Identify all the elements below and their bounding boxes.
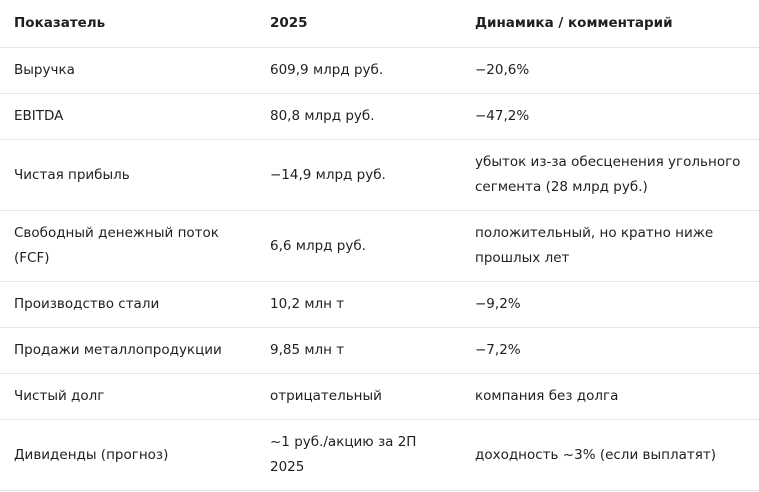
table-cell: отрицательный xyxy=(270,373,475,420)
table-cell: −7,2% xyxy=(475,327,759,374)
table-cell: 10,2 млн т xyxy=(270,281,475,328)
header-cell: Показатель xyxy=(0,0,270,48)
table-cell: Выручка xyxy=(0,47,270,94)
table-cell: компания без долга xyxy=(475,373,759,420)
table-header: Показатель 2025 Динамика / комментарий xyxy=(0,0,759,48)
table-cell: −14,9 млрд руб. xyxy=(270,139,475,211)
table-cell: 6,6 млрд руб. xyxy=(270,210,475,282)
table-cell: Дивиденды (прогноз) xyxy=(0,419,270,491)
table-cell: 609,9 млрд руб. xyxy=(270,47,475,94)
table-row: Продажи металлопродукции 9,85 млн т −7,2% xyxy=(0,327,759,374)
table-cell: Чистая прибыль xyxy=(0,139,270,211)
table-cell: Свободный денежный поток (FCF) xyxy=(0,210,270,282)
table-row: Дивиденды (прогноз) ~1 руб./акцию за 2П 2… xyxy=(0,419,759,491)
table-cell: EBITDA xyxy=(0,93,270,140)
table-row: Выручка 609,9 млрд руб. −20,6% xyxy=(0,47,759,94)
table-row: EBITDA 80,8 млрд руб. −47,2% xyxy=(0,93,759,140)
table-row: Чистый долг отрицательный компания без дол… xyxy=(0,373,759,420)
header-cell: 2025 xyxy=(270,0,475,48)
table-cell: −20,6% xyxy=(475,47,759,94)
table-row: Свободный денежный поток (FCF) 6,6 млрд р… xyxy=(0,210,759,282)
table-cell: 80,8 млрд руб. xyxy=(270,93,475,140)
table-body: Выручка 609,9 млрд руб. −20,6% EBITDA 80,8 м… xyxy=(0,47,759,491)
table-cell: ~1 руб./акцию за 2П 2025 xyxy=(270,419,475,491)
table-cell: убыток из-за обесценения угольного сегме… xyxy=(475,139,759,211)
header-row: Показатель 2025 Динамика / комментарий xyxy=(0,0,759,48)
header-cell: Динамика / комментарий xyxy=(475,0,759,48)
table-cell: положительный, но кратно ниже прошлых ле… xyxy=(475,210,759,282)
table-row: Чистая прибыль −14,9 млрд руб. убыток из-з… xyxy=(0,139,759,211)
table-cell: −9,2% xyxy=(475,281,759,328)
table-cell: −47,2% xyxy=(475,93,759,140)
table-cell: Продажи металлопродукции xyxy=(0,327,270,374)
table-cell: Чистый долг xyxy=(0,373,270,420)
table-cell: доходность ~3% (если выплатят) xyxy=(475,419,759,491)
table-cell: 9,85 млн т xyxy=(270,327,475,374)
table-row: Производство стали 10,2 млн т −9,2% xyxy=(0,281,759,328)
table-cell: Производство стали xyxy=(0,281,270,328)
